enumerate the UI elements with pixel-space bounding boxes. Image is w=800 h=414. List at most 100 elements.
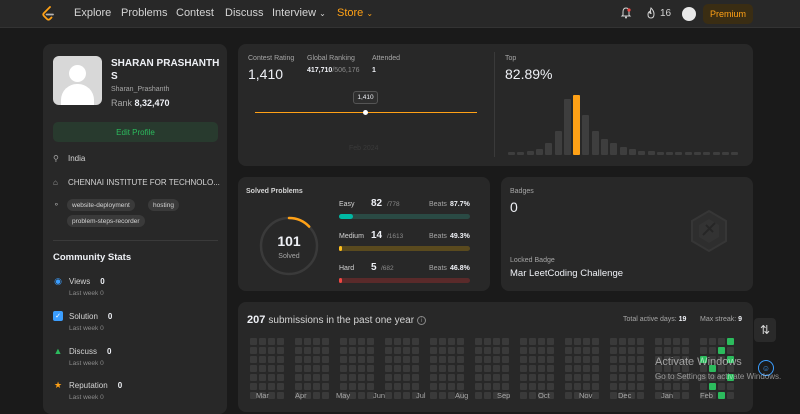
heatmap-cell[interactable]: [322, 392, 329, 399]
heatmap-cell[interactable]: [583, 392, 590, 399]
heatmap-cell[interactable]: [700, 338, 707, 345]
heatmap-cell[interactable]: [673, 374, 680, 381]
heatmap-cell[interactable]: [322, 347, 329, 354]
heatmap-cell[interactable]: [727, 383, 734, 390]
heatmap-cell[interactable]: [628, 338, 635, 345]
heatmap-cell[interactable]: [394, 374, 401, 381]
nav-contest[interactable]: Contest: [176, 7, 214, 19]
heatmap-cell[interactable]: [682, 356, 689, 363]
heatmap-cell[interactable]: [574, 365, 581, 372]
heatmap-cell[interactable]: [385, 392, 392, 399]
heatmap-cell[interactable]: [619, 383, 626, 390]
heatmap-cell[interactable]: [295, 338, 302, 345]
heatmap-cell[interactable]: [502, 374, 509, 381]
heatmap-cell[interactable]: [619, 347, 626, 354]
heatmap-cell[interactable]: [403, 356, 410, 363]
heatmap-cell[interactable]: [574, 356, 581, 363]
heatmap-cell[interactable]: [385, 365, 392, 372]
heatmap-cell[interactable]: [700, 365, 707, 372]
heatmap-cell[interactable]: [682, 383, 689, 390]
heatmap-cell[interactable]: [637, 338, 644, 345]
heatmap-cell[interactable]: [628, 392, 635, 399]
heatmap-cell[interactable]: [619, 356, 626, 363]
nav-discuss[interactable]: Discuss: [225, 7, 264, 19]
heatmap-cell[interactable]: [700, 356, 707, 363]
histogram-bar[interactable]: [638, 151, 646, 155]
heatmap-cell[interactable]: [457, 392, 464, 399]
heatmap-cell[interactable]: [394, 383, 401, 390]
heatmap-cell[interactable]: [673, 365, 680, 372]
heatmap-cell[interactable]: [502, 347, 509, 354]
heatmap-cell[interactable]: [700, 383, 707, 390]
heatmap-cell[interactable]: [304, 392, 311, 399]
heatmap-cell[interactable]: [313, 383, 320, 390]
heatmap-cell[interactable]: [664, 374, 671, 381]
heatmap-cell[interactable]: [637, 392, 644, 399]
heatmap-cell[interactable]: [259, 338, 266, 345]
heatmap-cell[interactable]: [304, 338, 311, 345]
heatmap-cell[interactable]: [583, 347, 590, 354]
heatmap-cell[interactable]: [358, 383, 365, 390]
heatmap-cell[interactable]: [259, 347, 266, 354]
heatmap-cell[interactable]: [322, 338, 329, 345]
heatmap-cell[interactable]: [484, 338, 491, 345]
heatmap-cell[interactable]: [439, 356, 446, 363]
heatmap-cell[interactable]: [664, 356, 671, 363]
heatmap-cell[interactable]: [655, 356, 662, 363]
heatmap-cell[interactable]: [709, 374, 716, 381]
heatmap-cell[interactable]: [367, 374, 374, 381]
leetcode-logo-icon[interactable]: [41, 6, 55, 22]
heatmap-cell[interactable]: [502, 392, 509, 399]
heatmap-cell[interactable]: [664, 347, 671, 354]
heatmap-cell[interactable]: [475, 383, 482, 390]
heatmap-cell[interactable]: [457, 347, 464, 354]
heatmap-cell[interactable]: [709, 392, 716, 399]
heatmap-cell[interactable]: [475, 347, 482, 354]
heatmap-cell[interactable]: [259, 392, 266, 399]
heatmap-cell[interactable]: [358, 374, 365, 381]
heatmap-cell[interactable]: [520, 374, 527, 381]
heatmap-cell[interactable]: [574, 374, 581, 381]
heatmap-cell[interactable]: [394, 338, 401, 345]
heatmap-cell[interactable]: [547, 374, 554, 381]
heatmap-cell[interactable]: [457, 365, 464, 372]
heatmap-cell[interactable]: [475, 338, 482, 345]
histogram-bar[interactable]: [563, 99, 571, 155]
heatmap-cell[interactable]: [610, 356, 617, 363]
heatmap-cell[interactable]: [277, 365, 284, 372]
heatmap-cell[interactable]: [709, 383, 716, 390]
heatmap-cell[interactable]: [565, 347, 572, 354]
heatmap-cell[interactable]: [250, 338, 257, 345]
heatmap-cell[interactable]: [403, 383, 410, 390]
heatmap-cell[interactable]: [700, 392, 707, 399]
heatmap-cell[interactable]: [457, 383, 464, 390]
heatmap-cell[interactable]: [547, 338, 554, 345]
heatmap-cell[interactable]: [322, 356, 329, 363]
heatmap-cell[interactable]: [673, 347, 680, 354]
heatmap-cell[interactable]: [682, 365, 689, 372]
heatmap-cell[interactable]: [529, 365, 536, 372]
heatmap-cell[interactable]: [592, 338, 599, 345]
heatmap-cell[interactable]: [304, 365, 311, 372]
heatmap-cell[interactable]: [520, 392, 527, 399]
heatmap-cell[interactable]: [268, 365, 275, 372]
heatmap-cell[interactable]: [538, 338, 545, 345]
heatmap-cell[interactable]: [592, 356, 599, 363]
heatmap-cell[interactable]: [493, 365, 500, 372]
histogram-bar[interactable]: [517, 152, 525, 155]
heatmap-cell[interactable]: [547, 356, 554, 363]
histogram-bar[interactable]: [703, 152, 711, 155]
histogram-bar[interactable]: [545, 143, 553, 155]
heatmap-cell[interactable]: [493, 338, 500, 345]
heatmap-cell[interactable]: [322, 374, 329, 381]
heatmap-cell[interactable]: [727, 347, 734, 354]
heatmap-cell[interactable]: [709, 347, 716, 354]
heatmap-cell[interactable]: [718, 347, 725, 354]
heatmap-cell[interactable]: [565, 392, 572, 399]
heatmap-cell[interactable]: [727, 365, 734, 372]
heatmap-cell[interactable]: [637, 383, 644, 390]
heatmap-cell[interactable]: [349, 383, 356, 390]
histogram-bar[interactable]: [656, 152, 664, 155]
heatmap-cell[interactable]: [448, 365, 455, 372]
heatmap-cell[interactable]: [529, 356, 536, 363]
